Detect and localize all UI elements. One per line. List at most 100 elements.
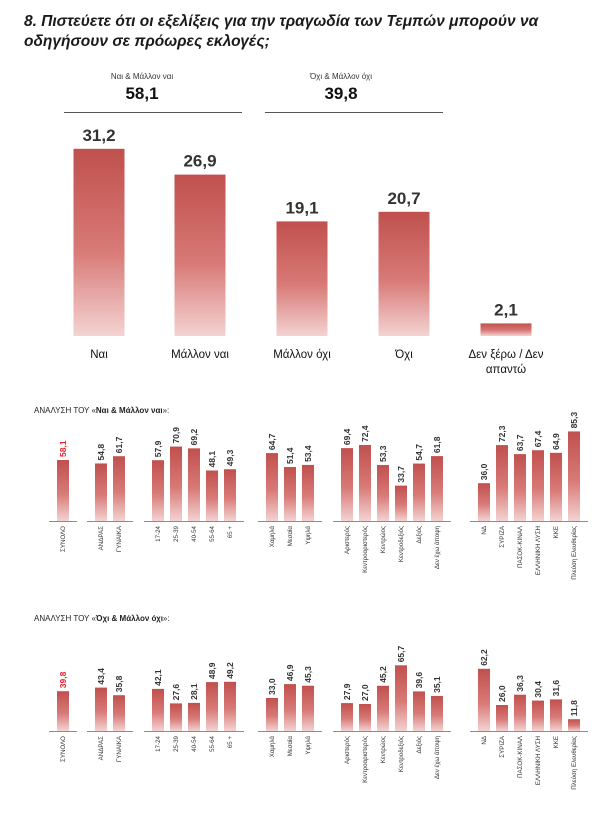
no-bar-1-0 [95, 687, 107, 731]
main-category-label-3-0: Όχι [394, 349, 413, 361]
main-bar-3 [378, 211, 430, 336]
yes-bar-2-4 [224, 469, 236, 521]
no-category-label-5-3: ΕΛΛΗΝΙΚΗ ΛΥΣΗ [535, 736, 542, 785]
no-bar-5-3 [532, 700, 544, 731]
no-bar-5-1 [496, 705, 508, 731]
yes-category-label-5-5: Πλεύση Ελευθερίας [571, 526, 578, 580]
no-value-label-1-1: 35,8 [114, 675, 124, 692]
no-bar-5-4 [550, 699, 562, 731]
no-category-label-2-4: 65 + [227, 736, 234, 749]
no-bar-3-1 [284, 684, 296, 731]
no-bar-0-0 [57, 691, 69, 731]
yes-value-label-5-3: 67,4 [533, 430, 543, 447]
yes-bar-2-1 [170, 446, 182, 521]
no-category-label-4-3: Κεντροδεξιός [398, 736, 405, 772]
no-category-label-2-1: 25-39 [173, 735, 180, 751]
yes-category-label-4-3: Κεντροδεξιός [398, 526, 405, 562]
main-value-label-2: 19,1 [285, 198, 318, 217]
yes-value-label-5-4: 64,9 [551, 433, 561, 450]
yes-category-label-5-1: ΣΥΡΙΖΑ [499, 525, 506, 548]
yes-bar-0-0 [57, 459, 69, 521]
no-bar-2-0 [152, 688, 164, 731]
yes-value-label-4-3: 33,7 [396, 466, 406, 483]
no-category-label-1-0: ΑΝΔΡΑΣ [98, 736, 105, 761]
no-value-label-4-2: 45,2 [378, 666, 388, 683]
analysis-yes-title: ΑΝΑΛΥΣΗ ΤΟΥ «Ναι & Μάλλον ναι»: [34, 406, 170, 415]
no-value-label-3-2: 45,3 [303, 666, 313, 683]
yes-value-label-0-0: 58,1 [58, 440, 68, 457]
no-bar-3-2 [302, 685, 314, 731]
no-value-label-4-1: 27,0 [360, 684, 370, 701]
yes-category-label-5-3: ΕΛΛΗΝΙΚΗ ΛΥΣΗ [535, 526, 542, 575]
yes-value-label-4-2: 53,3 [378, 445, 388, 462]
no-bar-4-0 [341, 703, 353, 731]
no-category-label-4-1: Κεντροαριστερός [362, 736, 369, 783]
yes-bar-2-3 [206, 470, 218, 521]
yes-category-label-4-5: Δεν έχω άποψη [434, 525, 441, 569]
no-bar-4-3 [395, 665, 407, 731]
yes-category-label-4-2: Κεντρώος [380, 526, 387, 553]
yes-bar-3-1 [284, 467, 296, 521]
no-value-label-5-1: 26,0 [497, 685, 507, 702]
analysis-no-chart: 39,8 ΣΥΝΟΛΟ 43,4 ΑΝΔΡΑΣ 35,8 ΓΥΝΑΙΚΑ 42,1 17-24… [49, 645, 588, 790]
yes-bar-1-1 [113, 456, 125, 521]
analysis-yes-chart: 58,1 ΣΥΝΟΛΟ 54,8 ΑΝΔΡΑΣ 61,7 ΓΥΝΑΙΚΑ 57,9 17-24… [49, 412, 588, 580]
summary-yes: Ναι & Μάλλον ναι 58,1 [67, 72, 217, 104]
no-category-label-5-4: ΚΚΕ [553, 736, 560, 748]
yes-bar-5-0 [478, 483, 490, 521]
no-category-label-4-0: Αριστερός [344, 736, 351, 764]
yes-bar-4-2 [377, 465, 389, 521]
summary-yes-value: 58,1 [125, 84, 159, 103]
main-bar-0 [73, 148, 125, 336]
no-category-label-2-0: 17-24 [155, 735, 162, 751]
yes-value-label-4-4: 54,7 [414, 444, 424, 461]
main-value-label-4: 2,1 [494, 300, 518, 319]
no-bar-4-2 [377, 685, 389, 731]
summary-no: Όχι & Μάλλον όχι 39,8 [266, 72, 416, 104]
no-value-label-2-1: 27,6 [171, 684, 181, 701]
no-category-label-4-4: Δεξιός [416, 736, 423, 753]
yes-category-label-3-2: Υψηλά [305, 526, 312, 545]
yes-category-label-2-4: 65 + [227, 526, 234, 539]
no-bar-5-0 [478, 668, 490, 731]
no-value-label-2-4: 49,2 [225, 662, 235, 679]
main-bar-1 [174, 174, 226, 336]
no-category-label-3-0: Χαμηλά [269, 736, 276, 758]
no-category-label-5-1: ΣΥΡΙΖΑ [499, 735, 506, 758]
question-title: 8. Πιστεύετε ότι οι εξελίξεις για την τρ… [24, 13, 539, 50]
yes-category-label-2-3: 55-64 [209, 525, 216, 541]
yes-value-label-2-4: 49,3 [225, 449, 235, 466]
main-value-label-1: 26,9 [183, 152, 216, 171]
no-value-label-2-0: 42,1 [153, 669, 163, 686]
yes-category-label-3-1: Μεσαία [287, 526, 294, 547]
analysis-no-title: ΑΝΑΛΥΣΗ ΤΟΥ «Όχι & Μάλλον όχι»: [34, 614, 170, 623]
no-bar-5-5 [568, 719, 580, 731]
yes-value-label-3-0: 64,7 [267, 433, 277, 450]
yes-bar-1-0 [95, 463, 107, 521]
yes-value-label-5-1: 72,3 [497, 425, 507, 442]
yes-bar-3-0 [266, 453, 278, 521]
no-bar-4-1 [359, 704, 371, 731]
no-bar-2-4 [224, 681, 236, 731]
no-value-label-4-4: 39,6 [414, 672, 424, 689]
yes-bar-4-4 [413, 463, 425, 521]
no-category-label-3-1: Μεσαία [287, 736, 294, 757]
no-bar-2-1 [170, 703, 182, 731]
main-value-label-0: 31,2 [82, 126, 115, 145]
no-value-label-4-5: 35,1 [432, 676, 442, 693]
no-value-label-4-3: 65,7 [396, 645, 406, 662]
no-category-label-5-2: ΠΑΣΟΚ-ΚΙΝΑΛ [517, 735, 524, 778]
main-category-label-1-0: Μάλλον ναι [171, 349, 229, 361]
yes-bar-4-5 [431, 456, 443, 521]
no-value-label-5-2: 36,3 [515, 675, 525, 692]
yes-value-label-4-1: 72,4 [360, 425, 370, 442]
yes-bar-5-3 [532, 450, 544, 521]
yes-bar-5-2 [514, 454, 526, 521]
main-chart: 31,2 Ναι 26,9 Μάλλον ναι 19,1 Μάλλον όχι 20,7 Ό… [73, 126, 544, 376]
summary-no-value: 39,8 [324, 84, 358, 103]
no-value-label-5-3: 30,4 [533, 681, 543, 698]
yes-bar-5-1 [496, 445, 508, 521]
yes-category-label-4-4: Δεξιός [416, 526, 423, 543]
main-bar-4 [480, 323, 532, 336]
yes-category-label-1-0: ΑΝΔΡΑΣ [98, 526, 105, 551]
